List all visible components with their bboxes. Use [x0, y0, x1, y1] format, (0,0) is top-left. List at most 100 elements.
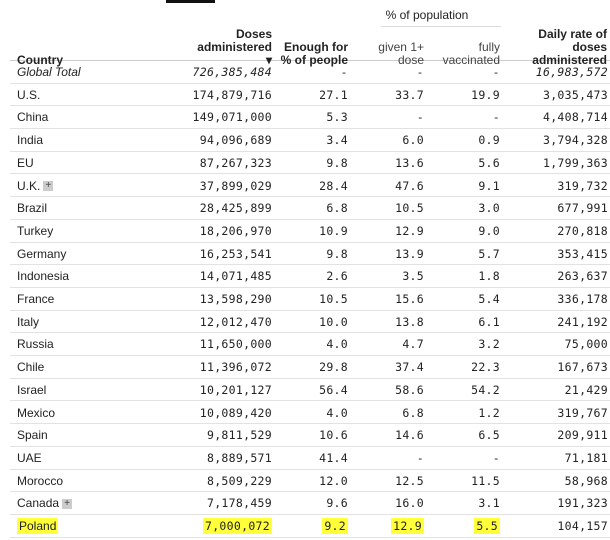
- given-value: 15.6: [395, 292, 424, 306]
- cell-country: Italy: [10, 311, 190, 333]
- cell-daily: 167,673: [503, 356, 610, 378]
- col-doses-sort[interactable]: Doses administered ▾: [197, 27, 272, 67]
- fully-value: 3.0: [478, 201, 500, 216]
- cell-doses: 149,071,000: [190, 106, 275, 128]
- cell-given: 12.9: [351, 515, 427, 537]
- cell-fully: 3.2: [427, 333, 503, 355]
- cell-country: Germany: [10, 243, 190, 265]
- cell-doses: 28,425,899: [190, 197, 275, 219]
- given-value: 14.6: [395, 428, 424, 443]
- cell-daily: 319,767: [503, 402, 610, 424]
- enough-value: 29.8: [319, 360, 348, 375]
- fully-value: 11.5: [471, 473, 500, 488]
- table-row: Chile 11,396,072 29.8 37.4 22.3 167,673: [10, 356, 610, 379]
- col-country[interactable]: Country: [17, 53, 63, 67]
- country-value: Global Total: [17, 65, 81, 79]
- doses-value: 16,253,541: [199, 246, 272, 261]
- population-group-header: % of population: [385, 8, 469, 22]
- table-row: Morocco 8,509,229 12.0 12.5 11.5 58,968: [10, 470, 610, 493]
- expand-icon[interactable]: +: [43, 181, 54, 192]
- fully-value: 54.2: [471, 382, 500, 397]
- cell-country: Global Total: [10, 61, 190, 83]
- cell-country: Turkey: [10, 220, 190, 242]
- table-row: Poland 7,000,072 9.2 12.9 5.5 104,157: [10, 515, 610, 538]
- cell-enough: 10.0: [275, 311, 351, 333]
- group-divider: [381, 26, 501, 27]
- country-value: Poland: [17, 518, 59, 534]
- enough-value: 28.4: [319, 178, 348, 193]
- cell-given: -: [351, 447, 427, 469]
- col-daily[interactable]: Daily rate of doses administered: [532, 27, 607, 67]
- enough-value: 10.9: [319, 223, 348, 238]
- col-given[interactable]: given 1+ dose: [378, 40, 424, 67]
- cell-given: 12.9: [351, 220, 427, 242]
- fully-value: 5.4: [478, 292, 500, 306]
- enough-value: 10.0: [319, 314, 348, 329]
- cell-doses: 10,201,127: [190, 379, 275, 401]
- given-value: 12.9: [395, 223, 424, 238]
- daily-value: 4,408,714: [542, 110, 608, 125]
- table-header: Country Doses administered ▾ Enough for …: [10, 28, 610, 67]
- cell-enough: 6.8: [275, 197, 351, 219]
- cell-daily: 104,157: [503, 515, 610, 537]
- cell-daily: 263,637: [503, 265, 610, 287]
- cell-enough: 4.0: [275, 402, 351, 424]
- fully-value: -: [492, 65, 500, 79]
- country-value: Russia: [17, 337, 54, 352]
- enough-value: 12.0: [319, 473, 348, 488]
- doses-value: 9,811,529: [206, 428, 272, 443]
- table-row: India 94,096,689 3.4 6.0 0.9 3,794,328: [10, 129, 610, 152]
- cell-given: 6.0: [351, 129, 427, 151]
- cell-enough: 10.9: [275, 220, 351, 242]
- cell-enough: 41.4: [275, 447, 351, 469]
- cell-enough: 4.0: [275, 333, 351, 355]
- cell-country: France: [10, 288, 190, 310]
- country-value: Morocco: [17, 473, 64, 488]
- cell-doses: 8,889,571: [190, 447, 275, 469]
- cell-fully: -: [427, 447, 503, 469]
- cell-daily: 58,968: [503, 470, 610, 492]
- cell-country: Poland: [10, 515, 190, 537]
- country-value: U.K.: [17, 178, 41, 193]
- col-enough[interactable]: Enough for % of people: [280, 40, 348, 67]
- cell-daily: 4,408,714: [503, 106, 610, 128]
- given-value: 13.6: [395, 155, 424, 170]
- country-value: Turkey: [17, 223, 54, 238]
- country-value: Indonesia: [17, 269, 70, 284]
- cell-doses: 87,267,323: [190, 152, 275, 174]
- cell-given: 47.6: [351, 175, 427, 197]
- enough-value: 10.5: [319, 292, 348, 306]
- cell-fully: -: [427, 106, 503, 128]
- table-row: Russia 11,650,000 4.0 4.7 3.2 75,000: [10, 333, 610, 357]
- cell-daily: 75,000: [503, 333, 610, 355]
- cell-daily: 1,799,363: [503, 152, 610, 174]
- cell-country: China: [10, 106, 190, 128]
- expand-icon[interactable]: +: [62, 499, 73, 510]
- cell-enough: 9.8: [275, 243, 351, 265]
- cell-daily: 71,181: [503, 447, 610, 469]
- cell-country: Spain: [10, 424, 190, 446]
- doses-value: 11,396,072: [199, 360, 272, 375]
- fully-value: 1.2: [478, 405, 500, 420]
- daily-value: 58,968: [564, 473, 608, 488]
- cell-given: 37.4: [351, 356, 427, 378]
- daily-value: 104,157: [557, 519, 608, 533]
- cell-fully: 5.6: [427, 152, 503, 174]
- col-fully[interactable]: fully vaccinated: [442, 40, 500, 67]
- table-row: U.K. +37,899,029 28.4 47.6 9.1 319,732: [10, 175, 610, 198]
- cell-enough: 9.6: [275, 492, 351, 514]
- cell-doses: 11,396,072: [190, 356, 275, 378]
- daily-value: 16,983,572: [535, 65, 608, 79]
- given-value: 13.9: [395, 246, 424, 261]
- fully-value: 5.5: [474, 518, 500, 534]
- cell-doses: 10,089,420: [190, 402, 275, 424]
- enough-value: 10.6: [319, 428, 348, 443]
- table-row: Turkey 18,206,970 10.9 12.9 9.0 270,818: [10, 220, 610, 243]
- daily-value: 75,000: [564, 337, 608, 352]
- fully-value: 3.2: [478, 337, 500, 352]
- cell-daily: 191,323: [503, 492, 610, 514]
- daily-value: 71,181: [564, 450, 608, 465]
- table-row: Brazil 28,425,899 6.8 10.5 3.0 677,991: [10, 197, 610, 220]
- cell-enough: 9.2: [275, 515, 351, 537]
- country-value: China: [17, 110, 49, 125]
